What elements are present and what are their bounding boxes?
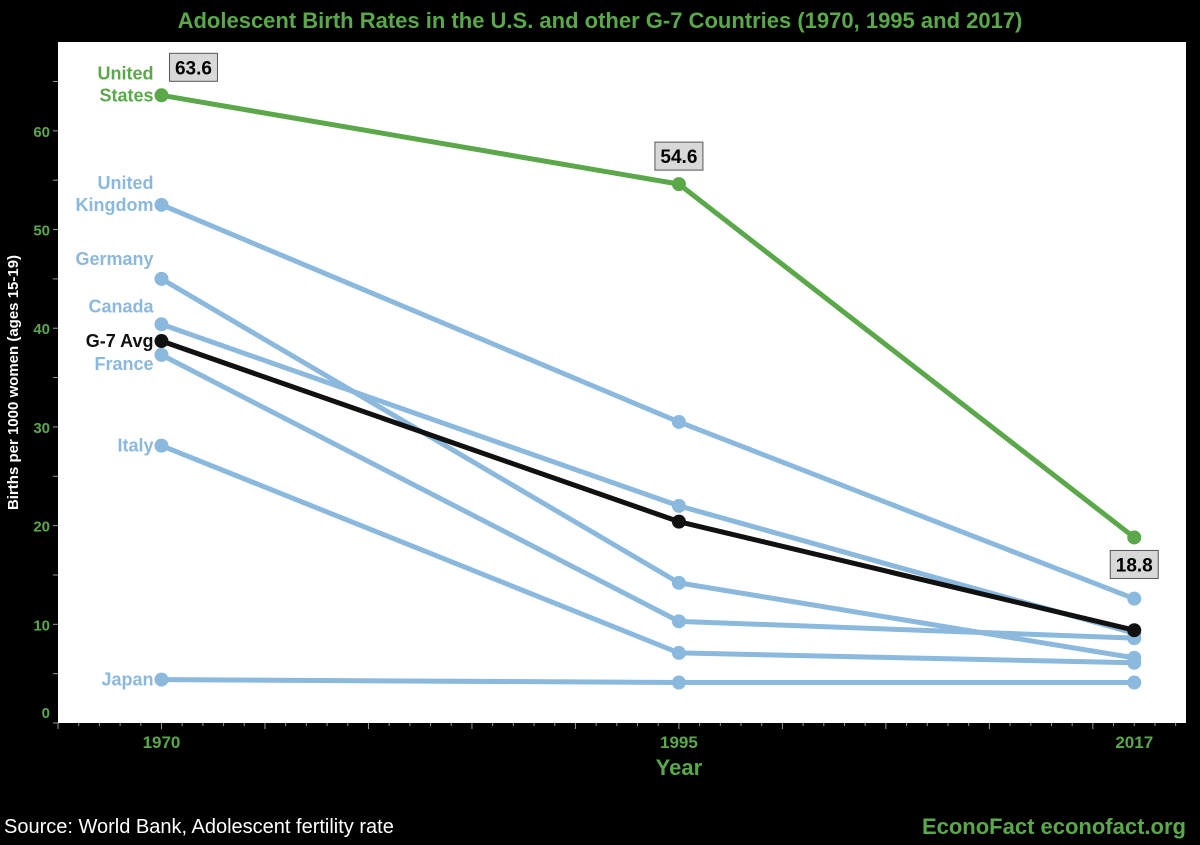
- data-label: 63.6: [175, 58, 212, 79]
- point-japan-2017: [1127, 675, 1142, 690]
- x-tick-label: 1970: [143, 733, 181, 752]
- point-germany-1995: [671, 575, 686, 590]
- point-canada-1995: [671, 498, 686, 513]
- y-tick-label: 60: [33, 124, 50, 141]
- y-tick-label: 10: [33, 617, 50, 634]
- point-g-7-avg-1970: [154, 334, 169, 349]
- chart-title: Adolescent Birth Rates in the U.S. and o…: [177, 8, 1023, 33]
- point-italy-1995: [671, 645, 686, 660]
- series-label-united-states: United: [97, 63, 153, 83]
- y-tick-label: 0: [42, 705, 50, 722]
- series-label-canada: Canada: [88, 296, 154, 316]
- brand-link[interactable]: EconoFact econofact.org: [921, 814, 1186, 839]
- point-g-7-avg-2017: [1127, 623, 1142, 638]
- data-label-box: [1109, 549, 1159, 579]
- point-japan-1995: [671, 675, 686, 690]
- point-united-kingdom-1995: [671, 414, 686, 429]
- point-france-1970: [154, 347, 169, 362]
- point-italy-1970: [154, 438, 169, 453]
- y-tick-label: 50: [33, 223, 50, 240]
- data-label-box: [168, 52, 218, 82]
- y-tick-label: 20: [33, 519, 50, 536]
- series-label-italy: Italy: [117, 436, 153, 456]
- point-united-states-1970: [154, 88, 169, 103]
- series-label-g-7-avg: G-7 Avg: [86, 331, 154, 351]
- data-label: 18.8: [1116, 555, 1153, 576]
- point-united-kingdom-2017: [1127, 591, 1142, 606]
- point-canada-1970: [154, 317, 169, 332]
- source-note: Source: World Bank, Adolescent fertility…: [4, 816, 394, 838]
- series-label-japan: Japan: [101, 670, 153, 690]
- y-tick-label: 30: [33, 420, 50, 437]
- series-label-united-kingdom: United: [97, 173, 153, 193]
- series-label-france: France: [94, 354, 153, 374]
- series-label-germany: Germany: [75, 249, 153, 269]
- y-tick-label: 40: [33, 321, 50, 338]
- point-united-states-1995: [671, 177, 686, 192]
- plot-area: [58, 42, 1186, 723]
- series-label-united-states: States: [99, 85, 153, 105]
- data-label-box: [654, 141, 704, 171]
- point-italy-2017: [1127, 655, 1142, 670]
- series-label-united-kingdom: Kingdom: [75, 195, 153, 215]
- point-france-1995: [671, 614, 686, 629]
- x-axis-label: Year: [656, 755, 703, 780]
- point-united-states-2017: [1127, 530, 1142, 545]
- x-tick-label: 2017: [1115, 733, 1153, 752]
- point-japan-1970: [154, 672, 169, 687]
- point-g-7-avg-1995: [671, 514, 686, 529]
- point-germany-1970: [154, 271, 169, 286]
- y-axis-label: Births per 1000 women (ages 15-19): [5, 255, 22, 510]
- x-tick-label: 1995: [660, 733, 698, 752]
- data-label: 54.6: [660, 147, 697, 168]
- point-united-kingdom-1970: [154, 197, 169, 212]
